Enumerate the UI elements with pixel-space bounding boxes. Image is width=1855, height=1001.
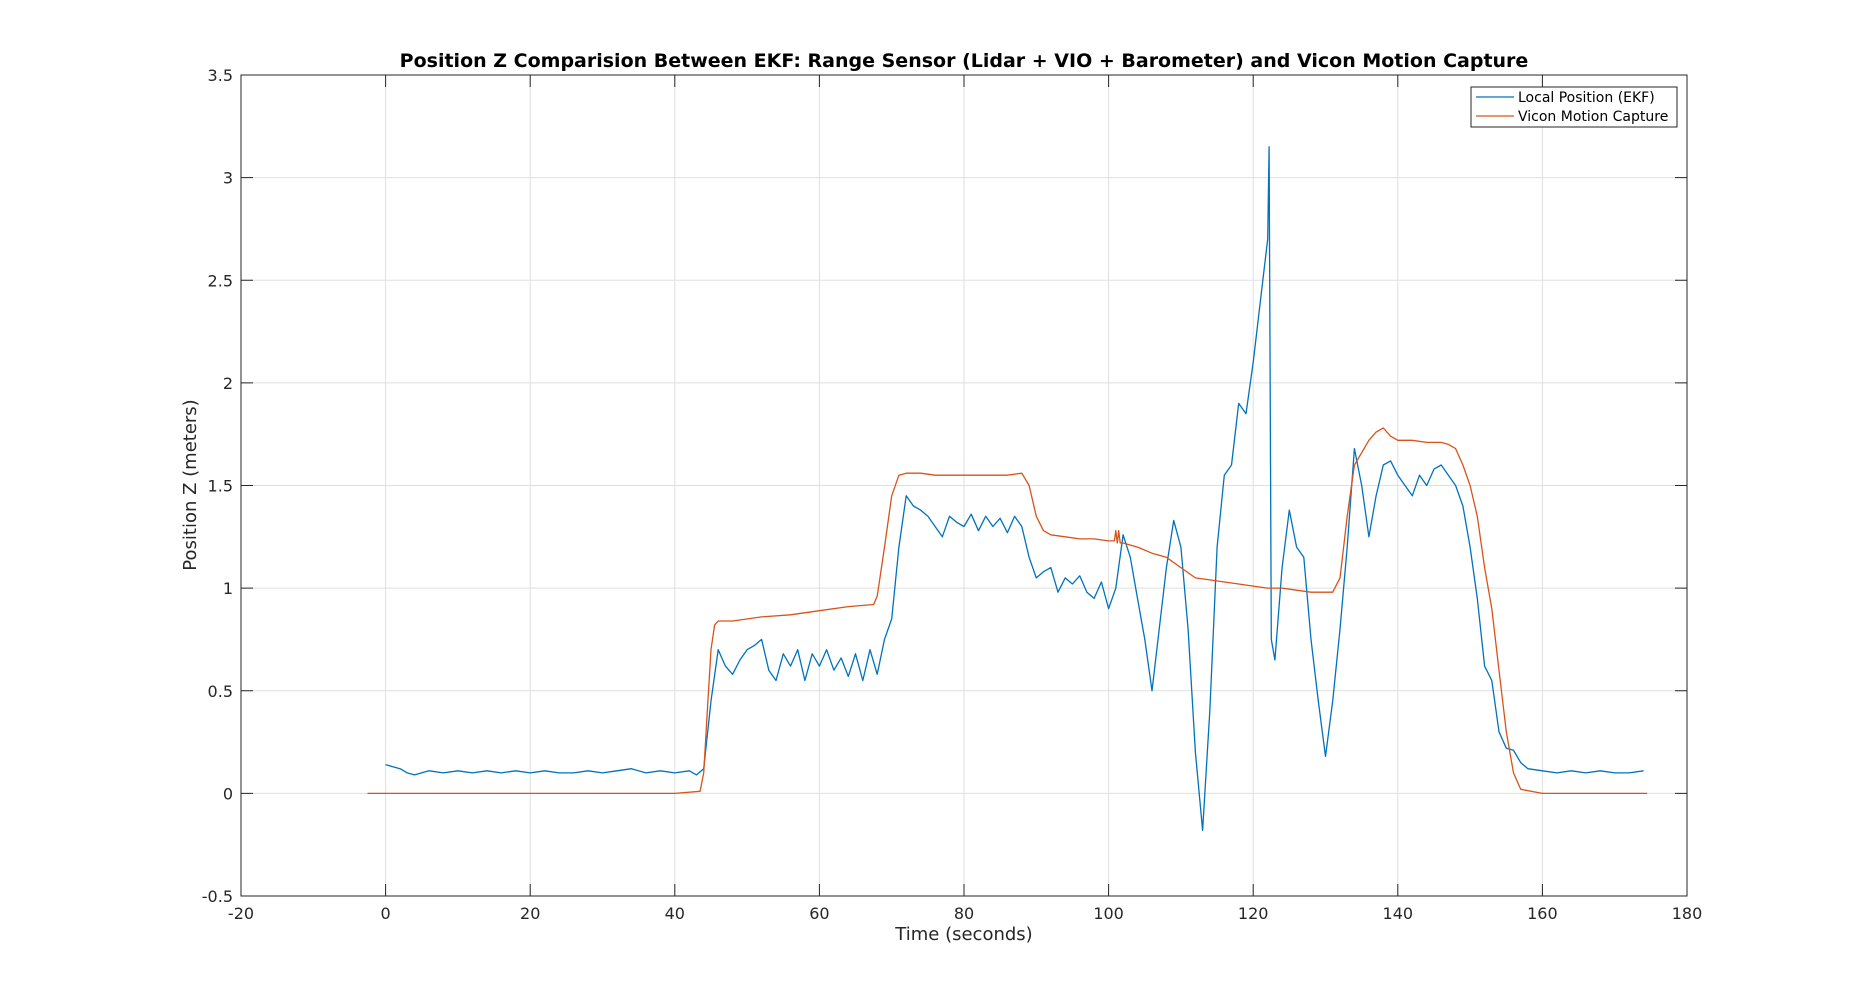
series-line-ekf: [385, 146, 1644, 831]
x-tick-label: 80: [954, 904, 974, 923]
series-line-vicon: [367, 427, 1648, 795]
axis-tick-labels: -20 0 20 40 60 80 100 120 140 160 180 -0.5 0 0.5 1 1.5 2…: [202, 66, 1702, 923]
legend: Local Position (EKF) Vicon Motion Captur…: [1470, 86, 1678, 128]
y-tick-label: 1: [223, 579, 233, 598]
x-tick-label: 20: [520, 904, 540, 923]
legend-label-vicon: Vicon Motion Capture: [1518, 109, 1668, 125]
x-axis-label: Time (seconds): [894, 924, 1032, 945]
y-axis-label: Position Z (meters): [180, 399, 201, 570]
x-tick-label: 0: [381, 904, 391, 923]
y-tick-label: 2.5: [208, 271, 233, 290]
x-tick-label: -20: [228, 904, 254, 923]
x-tick-label: 60: [809, 904, 829, 923]
legend-box: [1470, 86, 1678, 128]
y-tick-label: 0.5: [208, 682, 233, 701]
chart-title: Position Z Comparision Between EKF: Rang…: [400, 50, 1529, 72]
y-tick-label: 3: [223, 169, 233, 188]
legend-label-ekf: Local Position (EKF): [1518, 90, 1655, 106]
x-tick-label: 180: [1672, 904, 1703, 923]
x-tick-label: 40: [665, 904, 685, 923]
x-tick-label: 160: [1527, 904, 1558, 923]
axis-ticks: [240, 74, 1688, 897]
y-tick-label: 1.5: [208, 477, 233, 496]
y-tick-label: 0: [223, 784, 233, 803]
y-tick-label: 2: [223, 374, 233, 393]
x-tick-label: 140: [1383, 904, 1414, 923]
y-tick-label: 3.5: [208, 66, 233, 85]
x-tick-label: 100: [1093, 904, 1124, 923]
x-tick-label: 120: [1238, 904, 1269, 923]
y-tick-label: -0.5: [202, 887, 233, 906]
series-group: [367, 146, 1648, 831]
